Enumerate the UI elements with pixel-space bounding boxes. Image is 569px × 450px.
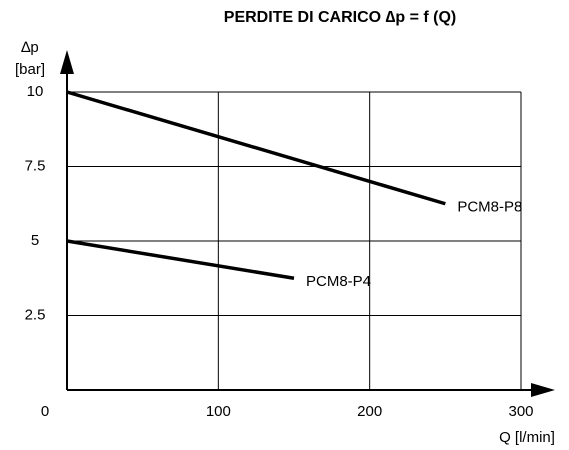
x-tick-label: 300 (508, 403, 533, 420)
series-line (66, 90, 446, 206)
x-tick-label: 200 (357, 403, 382, 420)
y-tick-label: 7.5 (25, 157, 46, 174)
y-axis-arrow (60, 50, 74, 74)
series-label: PCM8-P4 (306, 273, 371, 290)
y-tick-label: 10 (27, 83, 44, 100)
x-axis-label: Q [l/min] (499, 429, 555, 446)
x-tick-label: 0 (41, 403, 49, 420)
y-tick-label: 5 (31, 232, 39, 249)
y-axis-label: ∆p (21, 39, 39, 56)
chart-title: PERDITE DI CARICO ∆p = f (Q) (224, 9, 456, 26)
series-line (66, 239, 295, 280)
x-tick-label: 100 (206, 403, 231, 420)
x-axis-arrow (531, 383, 555, 397)
y-axis-label: [bar] (15, 61, 45, 78)
series-label: PCM8-P8 (457, 199, 522, 216)
y-tick-label: 2.5 (25, 306, 46, 323)
